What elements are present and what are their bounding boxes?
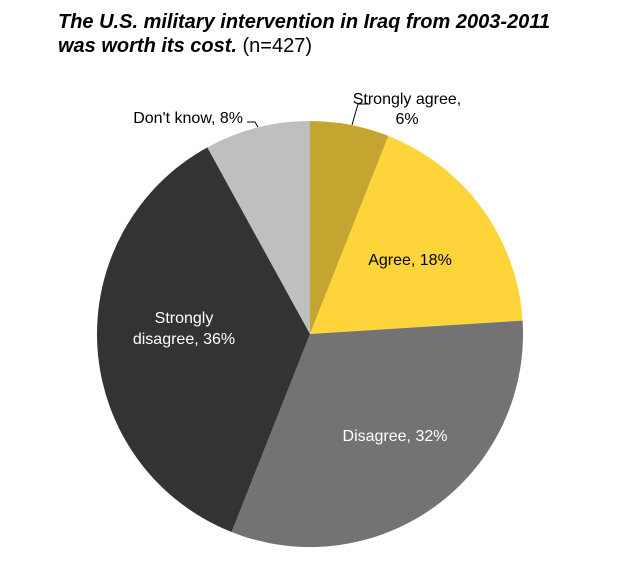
pie-slice-disagree — [231, 320, 523, 548]
data-label-agree: Agree, 18% — [368, 252, 452, 269]
leader-line-don-t-know — [247, 121, 259, 128]
leader-line-strongly-agree — [351, 103, 370, 126]
pie-labels: Strongly agree, 6% Agree, 18% Disagree, 32%… — [133, 91, 461, 445]
sample-size-note: (n=427) — [242, 35, 313, 57]
pie-slice-agree — [310, 135, 523, 334]
chart-title: The U.S. military intervention in Iraq f… — [58, 10, 618, 58]
pie-slice-don-t-know — [207, 121, 310, 334]
pie-slices — [96, 121, 523, 548]
data-label-disagree: Disagree, 32% — [343, 428, 448, 445]
data-label-strongly-agree: Strongly agree, — [353, 91, 462, 108]
data-label-strongly-disagree-line-2: disagree, 36% — [133, 331, 235, 348]
pie-slice-strongly-disagree — [96, 147, 310, 533]
data-label-strongly-disagree: Strongly — [155, 310, 214, 327]
data-label-strongly-agree-line-2: 6% — [395, 111, 418, 128]
pie-slice-strongly-agree — [310, 121, 389, 334]
title-line-2: was worth its cost. — [58, 35, 237, 57]
title-line-1: The U.S. military intervention in Iraq f… — [58, 11, 551, 33]
data-label-don-t-know: Don't know, 8% — [133, 110, 243, 127]
